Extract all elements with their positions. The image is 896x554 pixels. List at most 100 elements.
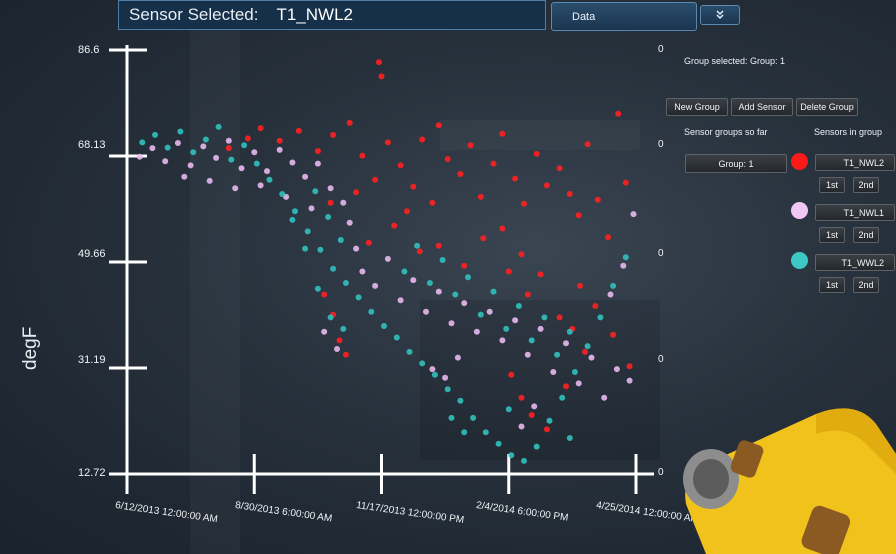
data-point-T1_NWL1 [308, 205, 315, 212]
y-tick-label: 31.19 [78, 354, 106, 366]
data-point-T1_NWL2 [592, 303, 599, 309]
delete-group-button[interactable]: Delete Group [796, 98, 858, 116]
data-point-T1_NWL2 [376, 59, 382, 66]
data-point-T1_NWL1 [346, 219, 353, 226]
group-selected-text: Group selected: Group: 1 [684, 56, 786, 66]
data-point-T1_NWL2 [435, 122, 442, 129]
group-1-button[interactable]: Group: 1 [685, 154, 787, 173]
sensor-second-button[interactable]: 2nd [853, 227, 879, 243]
data-point-T1_NWL1 [232, 185, 239, 192]
right-axis-tick: 0 [658, 248, 664, 259]
data-point-T1_WWL2 [448, 414, 455, 421]
right-axis-tick: 0 [658, 139, 664, 150]
data-point-T1_NWL2 [457, 171, 464, 177]
data-point-T1_WWL2 [241, 142, 248, 149]
sensor-color-swatch [791, 252, 808, 269]
data-point-T1_WWL2 [177, 128, 184, 135]
sensor-name-button[interactable]: T1_NWL2 [815, 154, 895, 171]
data-point-T1_NWL2 [518, 394, 525, 401]
data-point-T1_NWL2 [594, 196, 601, 203]
data-point-T1_NWL1 [238, 165, 245, 172]
sensor-selected-label: Sensor Selected: [129, 5, 259, 24]
new-group-button[interactable]: New Group [666, 98, 728, 116]
add-sensor-button[interactable]: Add Sensor [731, 98, 793, 116]
sensor-name-button[interactable]: T1_NWL1 [815, 204, 895, 221]
sensor-first-button[interactable]: 1st [819, 277, 845, 293]
data-point-T1_WWL2 [190, 149, 197, 156]
data-point-T1_NWL2 [410, 183, 417, 190]
data-point-T1_NWL1 [289, 159, 296, 166]
data-point-T1_NWL2 [533, 150, 540, 157]
data-point-T1_NWL2 [566, 191, 573, 197]
data-point-T1_NWL1 [359, 268, 366, 275]
data-point-T1_WWL2 [490, 288, 497, 295]
data-point-T1_NWL1 [321, 328, 328, 335]
data-point-T1_NWL1 [442, 374, 449, 381]
data-point-T1_NWL1 [563, 340, 569, 347]
sensor-first-button[interactable]: 1st [819, 177, 845, 193]
chart-points [136, 59, 637, 464]
data-point-T1_NWL2 [429, 199, 436, 206]
sensor-second-button[interactable]: 2nd [853, 277, 879, 293]
groups-heading: Sensor groups so far [684, 127, 768, 137]
data-point-T1_NWL1 [372, 282, 379, 289]
data-point-T1_NWL2 [622, 179, 629, 186]
data-point-T1_NWL1 [613, 366, 620, 373]
data-point-T1_NWL2 [276, 137, 283, 144]
data-point-T1_NWL2 [444, 156, 451, 162]
data-point-T1_NWL2 [314, 148, 321, 154]
data-point-T1_WWL2 [414, 242, 421, 249]
data-point-T1_NWL1 [276, 146, 283, 153]
sensor-first-button[interactable]: 1st [819, 227, 845, 243]
data-point-T1_NWL2 [480, 235, 487, 242]
data-point-T1_NWL1 [499, 337, 506, 344]
data-point-T1_NWL2 [605, 234, 611, 241]
right-axis-tick: 0 [658, 354, 664, 365]
data-point-T1_NWL1 [537, 325, 544, 332]
data-point-T1_WWL2 [515, 303, 522, 309]
data-point-T1_WWL2 [554, 351, 561, 358]
data-point-T1_NWL1 [149, 145, 156, 152]
data-point-T1_WWL2 [406, 348, 413, 355]
data-point-T1_WWL2 [444, 386, 451, 393]
data-point-T1_NWL1 [187, 162, 194, 169]
data-point-T1_NWL1 [454, 354, 461, 361]
data-point-T1_WWL2 [253, 160, 260, 167]
data-point-T1_NWL1 [601, 394, 608, 401]
data-point-T1_NWL1 [181, 173, 188, 180]
data-point-T1_NWL1 [630, 211, 637, 218]
data-point-T1_WWL2 [314, 285, 321, 292]
data-point-T1_NWL1 [461, 300, 468, 307]
data-point-T1_NWL2 [416, 248, 423, 255]
data-point-T1_NWL2 [524, 291, 531, 298]
data-point-T1_NWL2 [435, 242, 442, 249]
data-point-T1_WWL2 [342, 280, 349, 286]
sensor-second-button[interactable]: 2nd [853, 177, 879, 193]
data-point-T1_NWL2 [391, 222, 398, 229]
data-point-T1_NWL1 [174, 140, 181, 146]
data-point-T1_NWL2 [543, 182, 550, 189]
chart-axes [109, 45, 654, 494]
sensor-name-button[interactable]: T1_WWL2 [815, 254, 895, 271]
tab-data[interactable]: Data [551, 2, 697, 31]
data-point-T1_WWL2 [505, 406, 512, 413]
data-point-T1_NWL1 [410, 277, 417, 284]
data-point-T1_NWL2 [490, 160, 497, 167]
data-point-T1_WWL2 [566, 435, 573, 441]
vr-controller-icon [683, 408, 896, 554]
data-point-T1_NWL1 [486, 308, 493, 315]
data-point-T1_WWL2 [482, 429, 489, 436]
data-point-T1_NWL1 [531, 403, 538, 410]
data-point-T1_NWL2 [467, 142, 474, 149]
expand-dropdown-button[interactable] [700, 5, 740, 25]
tab-data-label: Data [572, 10, 596, 23]
data-point-T1_NWL1 [251, 149, 258, 156]
data-point-T1_WWL2 [559, 394, 566, 401]
sensors-heading: Sensors in group [814, 127, 883, 137]
data-point-T1_NWL2 [518, 251, 525, 258]
data-point-T1_WWL2 [452, 291, 459, 298]
data-point-T1_NWL1 [550, 369, 557, 375]
y-tick-label: 49.66 [78, 248, 106, 260]
data-point-T1_WWL2 [546, 417, 553, 424]
data-point-T1_WWL2 [304, 228, 311, 235]
